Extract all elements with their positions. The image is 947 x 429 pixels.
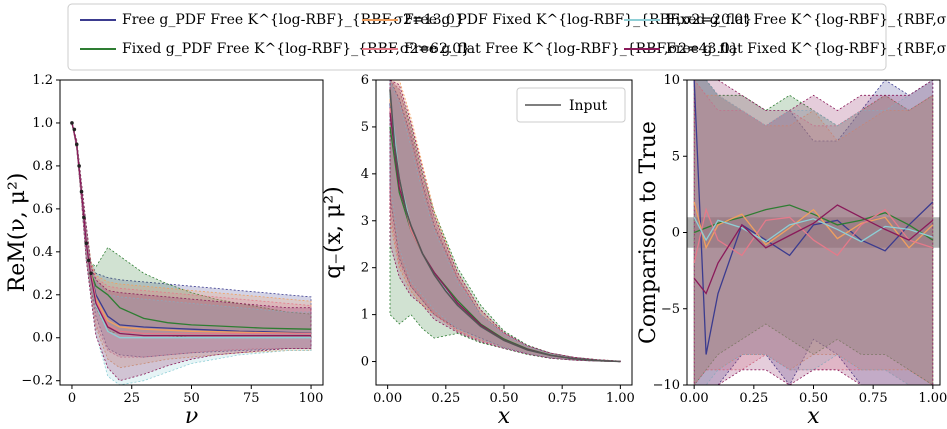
plot-area — [70, 121, 312, 385]
series-band — [693, 80, 934, 385]
x-tick-label: 0.50 — [490, 391, 519, 406]
input-point — [86, 258, 91, 263]
y-tick-label: −5 — [661, 302, 680, 317]
x-tick-label: 0.50 — [799, 391, 828, 406]
y-axis-label: ReM(ν, μ²) — [5, 173, 30, 293]
x-tick-label: 100 — [299, 391, 324, 406]
y-tick-label: −0.2 — [21, 374, 53, 389]
x-tick-label: 75 — [243, 391, 260, 406]
y-axis-label: q₋(x, μ²) — [321, 186, 346, 278]
series-line — [693, 204, 934, 295]
legend-label: Fixed g_PDF Free K^{log-RBF}_{RBF,σ2=62.… — [122, 41, 470, 57]
y-tick-label: 1 — [361, 308, 369, 323]
x-axis-label: x — [807, 404, 820, 429]
x-axis-label: ν — [185, 404, 198, 429]
y-axis-label: Comparison to True — [636, 121, 661, 344]
y-tick-label: 0.2 — [32, 288, 53, 303]
series-band — [693, 80, 934, 385]
y-tick-label: 0.6 — [32, 202, 53, 217]
legend-label: Fixed g_flat Free K^{log-RBF}_{RBF,σ2=65… — [666, 12, 947, 28]
legend-frame — [67, 3, 887, 71]
x-tick-label: 25 — [123, 391, 140, 406]
series-band — [693, 80, 934, 385]
series-line — [693, 80, 934, 355]
input-legend-label: Input — [569, 98, 608, 114]
y-tick-label: 0.8 — [32, 159, 53, 174]
x-tick-label: 0.00 — [373, 391, 402, 406]
series-line — [693, 201, 934, 250]
x-tick-label: 1.00 — [918, 391, 947, 406]
legend-label: Free g_PDF Free K^{log-RBF}_{RBF,σ2=13.0… — [122, 12, 464, 28]
series-band — [71, 122, 312, 382]
x-axis-label: x — [498, 404, 511, 429]
input-point — [79, 189, 84, 194]
panel-rem: 0 25 50 75 100 −0.2 0.0 0.2 0.4 0.6 0.8 1.0 1.2 ν ReM(… — [5, 73, 324, 429]
series-band — [71, 122, 312, 339]
input-point — [89, 271, 93, 276]
x-tick-label: 0 — [68, 391, 76, 406]
y-tick-label: 5 — [672, 149, 680, 164]
x-tick-label: 0.25 — [431, 391, 460, 406]
series-band — [71, 122, 312, 358]
x-tick-label: 50 — [183, 391, 200, 406]
y-tick-label: 1.0 — [32, 116, 53, 131]
y-tick-label: 4 — [361, 167, 369, 182]
input-point — [74, 142, 79, 147]
x-tick-label: 0.75 — [859, 391, 888, 406]
x-tick-label: 0.25 — [739, 391, 768, 406]
y-tick-label: 3 — [361, 214, 369, 229]
y-tick-label: 2 — [361, 261, 369, 276]
input-point — [84, 241, 89, 246]
y-tick-label: 5 — [361, 120, 369, 135]
series-band — [693, 80, 934, 385]
plot-area — [687, 80, 940, 385]
panel-qminus: 0.00 0.25 0.50 0.75 1.00 0 1 2 3 4 5 6 x q₋(x, μ²) Inp… — [321, 73, 635, 429]
panel-comparison: 0.00 0.25 0.50 0.75 1.00 −10 −5 0 5 10 x Comparison… — [636, 73, 947, 429]
input-line — [389, 89, 621, 363]
y-tick-label: 0.4 — [32, 245, 53, 260]
legend-label: Free g_flat Fixed K^{log-RBF}_{RBF,σ2=65… — [666, 41, 947, 57]
series-band — [693, 80, 934, 385]
input-point — [70, 121, 74, 125]
y-tick-label: 0.0 — [32, 331, 53, 346]
input-point — [82, 215, 86, 220]
y-tick-label: 10 — [663, 73, 680, 88]
figure-legend: Free g_PDF Free K^{log-RBF}_{RBF,σ2=13.0… — [67, 3, 947, 71]
legend-label: Free g_PDF Fixed K^{log-RBF}_{RBF,σ2=20.… — [404, 12, 752, 28]
y-tick-label: 0 — [361, 355, 369, 370]
x-tick-label: 0.00 — [680, 391, 709, 406]
y-tick-label: 0 — [672, 226, 680, 241]
plot-area — [389, 80, 621, 363]
x-tick-label: 1.00 — [606, 391, 635, 406]
input-point — [72, 127, 77, 132]
y-tick-label: 6 — [361, 73, 369, 88]
y-tick-label: 1.2 — [32, 73, 53, 88]
y-tick-label: −10 — [653, 378, 680, 393]
input-point — [77, 164, 81, 168]
input-legend-frame — [516, 87, 626, 123]
legend-label: Free g_flat Free K^{log-RBF}_{RBF,σ2=43.… — [404, 41, 739, 57]
series-line — [693, 216, 934, 243]
series-band — [693, 80, 934, 385]
x-tick-label: 0.75 — [548, 391, 577, 406]
